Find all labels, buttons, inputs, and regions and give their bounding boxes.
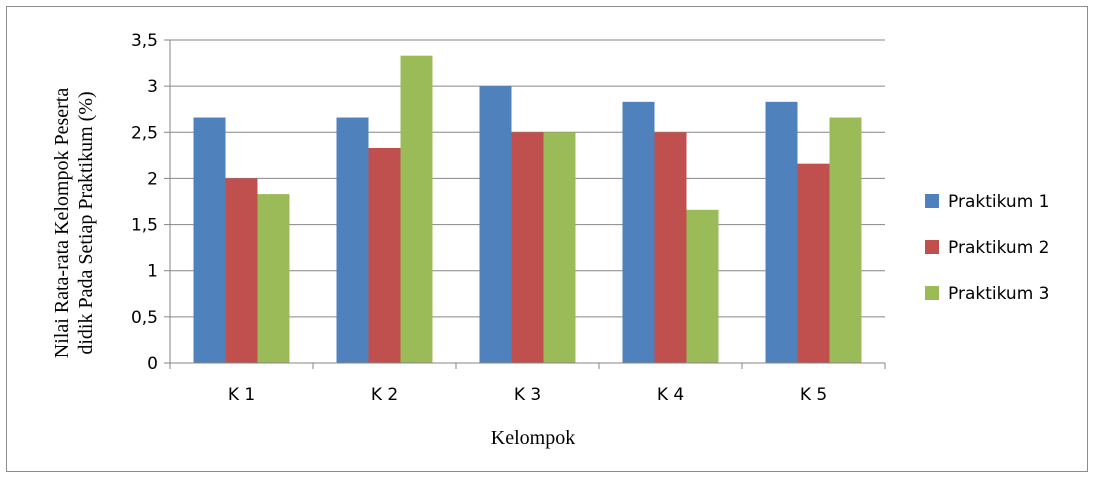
bar-2-5: [797, 163, 830, 363]
y-tick-label: 1,5: [131, 216, 158, 236]
x-tick-labels: K 1 K 2 K 3 K 4 K 5: [228, 385, 827, 405]
x-axis-title: Kelompok: [491, 427, 575, 449]
y-axis-title: Nilai Rata-rata Kelompok Peserta didik P…: [51, 88, 97, 359]
bar-2-3: [511, 132, 544, 363]
y-tick-label: 2: [147, 169, 158, 189]
legend: Praktikum 1 Praktikum 2 Praktikum 3: [925, 192, 1049, 304]
bar-2-1: [225, 178, 258, 363]
bars: [193, 55, 862, 364]
y-tick-label: 3,5: [131, 31, 158, 51]
y-axis-title-line-2: didik Pada Setiap Praktikum (%): [75, 91, 97, 354]
legend-label: Praktikum 3: [948, 284, 1049, 304]
y-axis-title-line-1: Nilai Rata-rata Kelompok Peserta: [51, 88, 73, 359]
bar-1-2: [336, 117, 369, 364]
x-tick-label: K 3: [514, 385, 541, 405]
bar-3-1: [257, 194, 290, 363]
legend-swatch: [925, 194, 939, 208]
y-tick-label: 2,5: [131, 123, 158, 143]
legend-swatch: [925, 240, 939, 254]
bar-2-2: [368, 147, 401, 363]
bar-3-3: [543, 132, 576, 363]
bar-3-2: [400, 55, 433, 364]
y-tick-label: 0,5: [131, 308, 158, 328]
x-tick-label: K 5: [800, 385, 827, 405]
x-tick-label: K 4: [657, 385, 684, 405]
x-tick-label: K 1: [228, 385, 255, 405]
legend-label: Praktikum 1: [948, 192, 1049, 212]
legend-swatch: [925, 286, 939, 300]
bar-1-5: [765, 101, 798, 364]
bar-1-1: [193, 117, 226, 364]
y-tick-labels: 0 0,5 1 1,5 2 2,5 3 3,5: [131, 31, 158, 374]
bar-3-5: [829, 117, 862, 364]
y-tick-label: 3: [147, 77, 158, 97]
legend-label: Praktikum 2: [948, 238, 1049, 258]
y-tick-label: 0: [147, 354, 158, 374]
x-tick-label: K 2: [371, 385, 398, 405]
bar-1-4: [622, 101, 655, 364]
y-tick-label: 1: [147, 262, 158, 282]
bar-2-4: [654, 132, 687, 363]
axes: [169, 40, 886, 369]
bar-3-4: [686, 209, 719, 363]
bar-1-3: [479, 86, 512, 364]
